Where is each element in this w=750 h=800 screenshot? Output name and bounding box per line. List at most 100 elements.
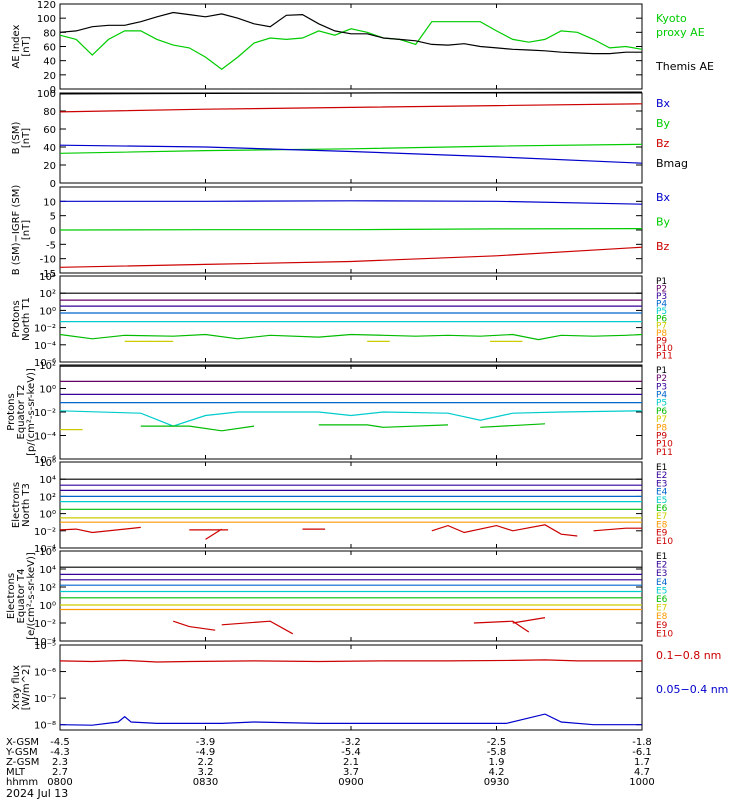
legend-entry: P11 <box>656 448 673 458</box>
legend-entry: E4 <box>656 578 668 588</box>
y-axis-label: Equator T4 <box>16 569 27 624</box>
legend-entry: P2 <box>656 374 667 384</box>
y-tick-label: 40 <box>43 143 56 154</box>
legend-entry: P3 <box>656 292 667 302</box>
x-axis-row-label: hhmm <box>6 777 38 788</box>
x-axis-value: 0900 <box>338 777 363 788</box>
y-tick-label: 10⁻⁸ <box>34 721 56 732</box>
y-tick-label: 80 <box>43 107 56 118</box>
series-line-e9 <box>59 526 141 534</box>
series-line-bz <box>59 103 643 113</box>
legend-entry: E1 <box>656 463 667 473</box>
y-tick-label: 10⁰ <box>39 385 56 396</box>
legend-entry: Bx <box>656 191 671 204</box>
x-axis-value: -5.4 <box>341 747 361 758</box>
legend-entry: P8 <box>656 329 667 339</box>
legend-entry: E9 <box>656 621 668 631</box>
panel-5: 10⁻⁶ 10⁻⁴ 10⁻² 10⁰ 10² Protons Equator T2 [p/(c… <box>6 361 673 466</box>
x-axis-value: -4.5 <box>50 737 70 748</box>
y-axis-label: Electrons <box>11 482 22 528</box>
y-tick-label: 60 <box>43 125 56 136</box>
series-line-kyoto-proxy-ae <box>59 21 643 70</box>
series-line-by <box>59 143 643 154</box>
y-tick-label: 10⁻⁶ <box>34 455 56 466</box>
x-axis-value: 2.2 <box>198 757 214 768</box>
x-axis-value: 1.9 <box>489 757 505 768</box>
y-axis-label: Equator T2 <box>16 385 27 440</box>
legend-entry: E5 <box>656 496 667 506</box>
y-tick-label: -15 <box>40 269 56 280</box>
panel-frame <box>59 550 643 642</box>
legend-entry: By <box>656 216 671 229</box>
y-tick-label: 10⁻² <box>34 324 56 335</box>
legend-entry: E7 <box>656 512 667 522</box>
legend-entry: proxy AE <box>656 26 705 39</box>
series-line-e9 <box>173 620 216 631</box>
y-tick-label: 0 <box>50 179 56 190</box>
legend-entry: P6 <box>656 314 667 324</box>
y-tick-label: 10⁰ <box>39 601 56 612</box>
y-tick-label: 10⁻⁴ <box>34 544 56 555</box>
y-axis-label: North T1 <box>21 297 32 341</box>
legend-entry: P4 <box>656 299 667 309</box>
y-tick-label: 10 <box>43 197 56 208</box>
panel-8: 10⁻⁸ 10⁻⁷ 10⁻⁶ 10⁻⁵ Xray flux [W/m^2] 0.1−0.8 … <box>11 641 728 732</box>
panel-2: 0 20 40 60 80 100 B (SM) [nT] Bx By Bz Bmag <box>11 89 688 190</box>
y-tick-label: 5 <box>50 212 56 223</box>
y-tick-label: 10⁻⁶ <box>34 668 56 679</box>
x-axis-row-label: X-GSM <box>6 737 39 748</box>
series-line-0-05-0-4-nm <box>59 713 642 726</box>
y-tick-label: 10⁴ <box>39 272 56 283</box>
x-axis-value: 3.7 <box>343 767 359 778</box>
x-axis-value: 3.2 <box>198 767 214 778</box>
y-axis-label: [nT] <box>21 128 32 148</box>
panel-frame <box>59 3 643 90</box>
legend-entry: 0.05−0.4 nm <box>656 683 728 696</box>
series-line-p6 <box>318 424 449 428</box>
legend-entry: E8 <box>656 612 668 622</box>
x-axis-value: 0800 <box>47 777 72 788</box>
x-axis-row-label: Z-GSM <box>6 757 39 768</box>
legend-entry: E5 <box>656 586 667 596</box>
x-axis-value: 2.3 <box>52 757 68 768</box>
y-tick-label: 10⁻⁶ <box>34 358 56 369</box>
date-label: 2024 Jul 13 <box>6 787 68 800</box>
legend-entry: P9 <box>656 337 667 347</box>
legend-entry: P8 <box>656 423 667 433</box>
legend-entry: P6 <box>656 407 667 417</box>
series-line-p6 <box>480 423 546 428</box>
y-tick-label: 20 <box>43 161 56 172</box>
legend-entry: E9 <box>656 529 668 539</box>
series-line-bx <box>59 144 643 164</box>
x-axis-value: 1.7 <box>634 757 650 768</box>
y-tick-label: 0 <box>50 85 56 96</box>
y-tick-label: 10⁻⁴ <box>34 432 56 443</box>
legend-entry: E6 <box>656 595 668 605</box>
legend-entry: E10 <box>656 629 673 639</box>
series-line-bz <box>59 246 643 268</box>
y-tick-label: 100 <box>37 14 56 25</box>
legend-entry: P7 <box>656 322 667 332</box>
panel-frame <box>59 644 643 731</box>
legend-entry: P9 <box>656 431 667 441</box>
y-tick-label: 10⁶ <box>39 547 56 558</box>
series-line-by <box>59 228 643 231</box>
x-axis-row-label: MLT <box>6 767 26 778</box>
legend-entry: E4 <box>656 488 668 498</box>
legend-entry: E7 <box>656 604 667 614</box>
series-line-bx <box>60 200 643 205</box>
x-axis-value: -3.2 <box>341 737 361 748</box>
legend-entry: E2 <box>656 471 667 481</box>
y-axis-label: AE Index <box>11 24 22 68</box>
y-tick-label: 10⁴ <box>39 565 56 576</box>
y-axis-label: [nT] <box>21 220 32 240</box>
x-axis-value: -4.3 <box>50 747 70 758</box>
y-axis-label: Protons <box>11 300 22 337</box>
y-tick-label: -10 <box>40 255 56 266</box>
series-line-e9 <box>593 527 642 532</box>
y-tick-label: 10⁶ <box>39 458 56 469</box>
y-tick-label: 10² <box>39 492 56 503</box>
